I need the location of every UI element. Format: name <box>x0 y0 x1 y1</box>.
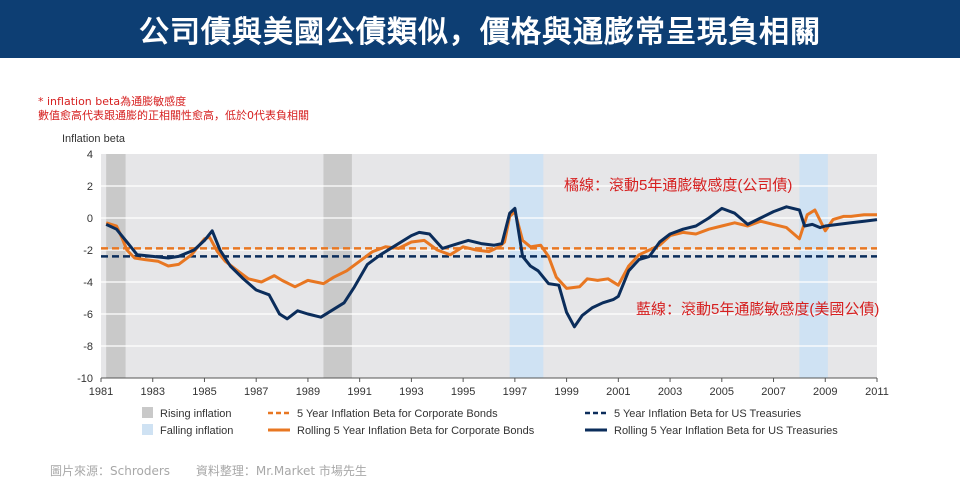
falling-inflation-band <box>799 154 828 378</box>
legend-label: Rolling 5 Year Inflation Beta for Corpor… <box>297 425 535 437</box>
legend-label: 5 Year Inflation Beta for US Treasuries <box>614 408 802 420</box>
annotation-treasury: 藍線：滾動5年通膨敏感度(美國公債) <box>636 301 879 318</box>
legend-label: 5 Year Inflation Beta for Corporate Bond… <box>297 408 498 420</box>
x-tick-label: 1981 <box>89 386 113 398</box>
y-tick-label: -2 <box>83 245 93 257</box>
x-tick-label: 1987 <box>244 386 268 398</box>
note-line-2: 數值愈高代表跟通膨的正相關性愈高，低於0代表負相關 <box>38 109 309 122</box>
y-tick-label: 2 <box>87 181 93 193</box>
x-tick-label: 1995 <box>451 386 475 398</box>
x-tick-label: 1985 <box>192 386 216 398</box>
x-tick-label: 2009 <box>813 386 837 398</box>
y-axis-label: Inflation beta <box>62 133 126 145</box>
legend-swatch <box>142 424 153 435</box>
legend-label: Falling inflation <box>160 425 233 437</box>
footer-compiled: 資料整理：Mr.Market 市場先生 <box>195 464 367 478</box>
y-tick-label: -4 <box>83 277 93 289</box>
x-tick-label: 2007 <box>761 386 785 398</box>
x-tick-label: 2011 <box>865 386 889 398</box>
x-tick-label: 2001 <box>606 386 630 398</box>
note-line-1: * inflation beta為通膨敏感度 <box>38 95 187 108</box>
series-line-2 <box>105 208 877 290</box>
x-tick-label: 2005 <box>710 386 734 398</box>
page-title: 公司債與美國公債類似，價格與通膨常呈現負相關 <box>139 15 821 50</box>
x-tick-label: 1999 <box>554 386 578 398</box>
x-tick-label: 1993 <box>399 386 423 398</box>
title-bar: 公司債與美國公債類似，價格與通膨常呈現負相關 <box>0 0 960 58</box>
x-tick-label: 1991 <box>347 386 371 398</box>
series-line-3 <box>105 205 878 329</box>
y-tick-label: -10 <box>77 373 93 385</box>
falling-inflation-band <box>509 154 544 378</box>
y-tick-label: 4 <box>87 149 93 161</box>
legend-label: Rising inflation <box>160 408 232 420</box>
x-tick-label: 2003 <box>658 386 682 398</box>
rising-inflation-band <box>106 154 126 378</box>
annotation-corporate: 橘線：滾動5年通膨敏感度(公司債) <box>564 177 792 194</box>
legend-label: Rolling 5 Year Inflation Beta for US Tre… <box>614 425 838 437</box>
y-tick-label: 0 <box>87 213 93 225</box>
y-tick-label: -8 <box>83 341 93 353</box>
y-tick-label: -6 <box>83 309 93 321</box>
x-tick-label: 1989 <box>296 386 320 398</box>
footer: 圖片來源：Schroders 資料整理：Mr.Market 市場先生 <box>50 462 367 479</box>
x-tick-label: 1983 <box>140 386 164 398</box>
rising-inflation-band <box>323 154 352 378</box>
footer-source: 圖片來源：Schroders <box>50 464 171 478</box>
x-tick-label: 1997 <box>503 386 527 398</box>
legend-swatch <box>142 407 153 418</box>
